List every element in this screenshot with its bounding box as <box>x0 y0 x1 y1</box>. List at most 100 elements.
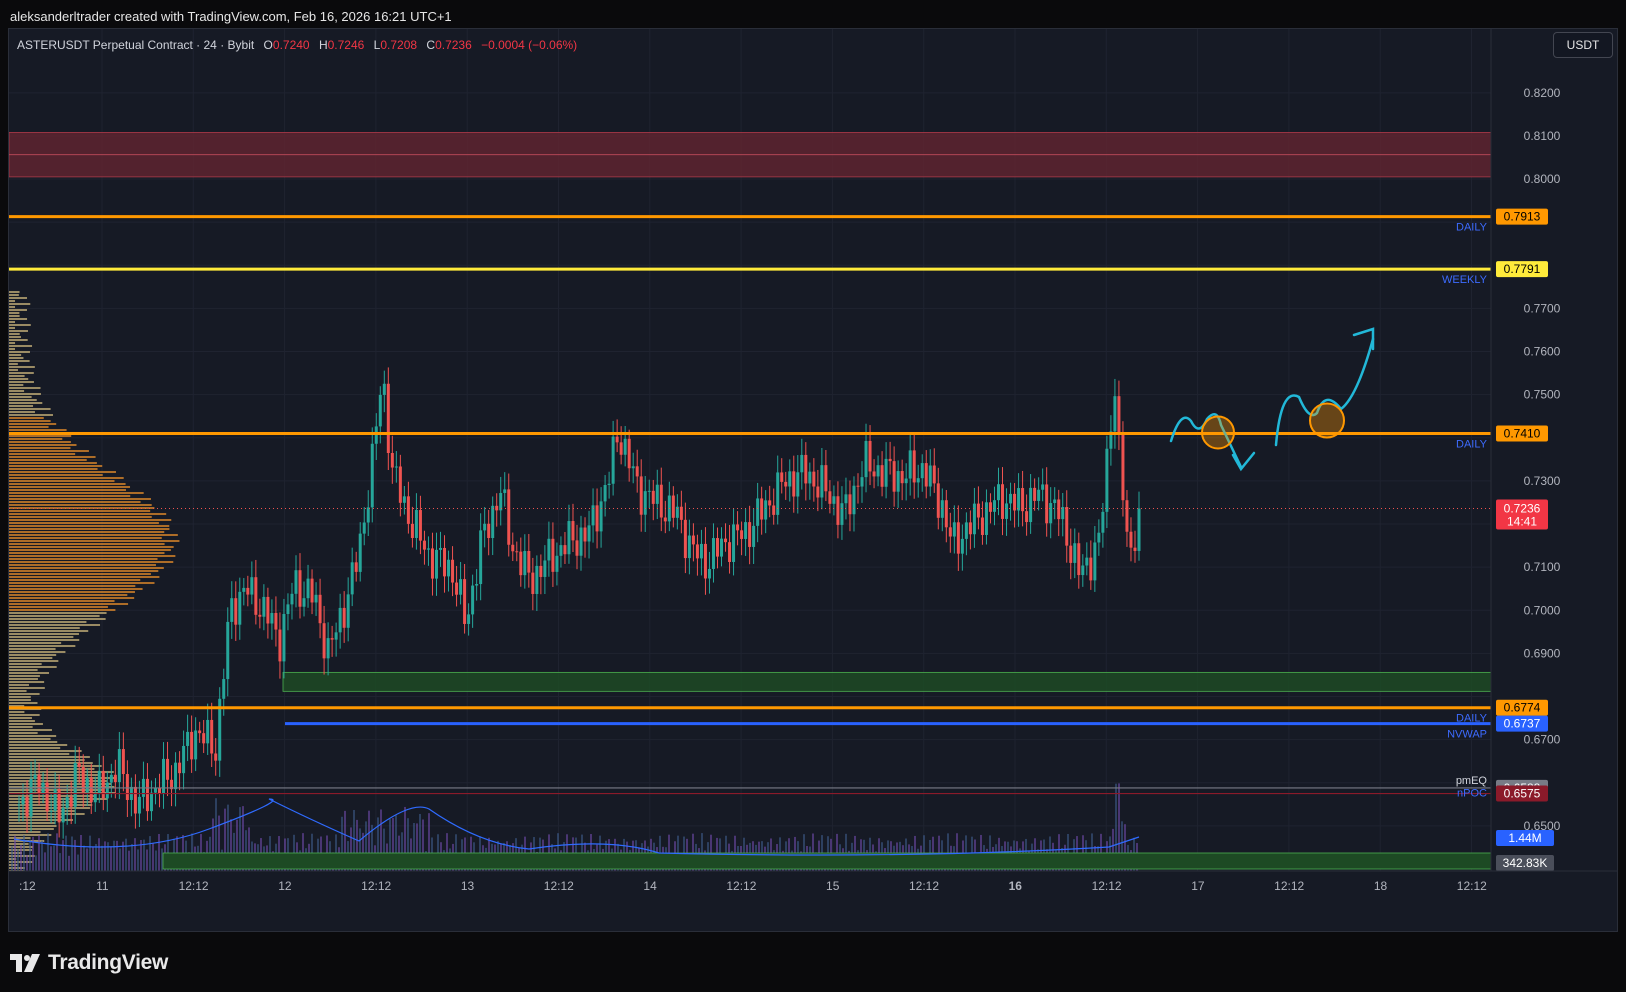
candle-body <box>724 538 728 543</box>
volume-bar <box>233 832 235 871</box>
candle-body <box>1133 547 1137 551</box>
volume-profile-bar <box>9 330 29 332</box>
volume-profile-bar <box>9 819 74 821</box>
candle-body <box>1077 543 1081 576</box>
volume-bar <box>38 835 40 871</box>
candle-body <box>976 503 980 518</box>
volume-profile-bar <box>9 525 170 527</box>
volume-profile-bar <box>9 711 25 713</box>
candle-body <box>816 486 820 498</box>
candle-body <box>651 490 655 504</box>
volume-profile-bar <box>9 438 63 440</box>
candle-body <box>49 810 53 812</box>
volume-profile-bar <box>9 456 96 458</box>
candle-body <box>342 607 346 628</box>
candle-body <box>1093 542 1097 581</box>
time-axis-label: 15 <box>826 879 840 893</box>
volume-bar <box>62 840 64 871</box>
volume-bar <box>1091 833 1093 871</box>
volume-profile-bar <box>9 750 82 752</box>
candle-body <box>695 544 699 559</box>
candle-body <box>643 491 647 515</box>
candle-body <box>655 484 659 504</box>
candle-body <box>182 745 186 774</box>
candle-body <box>663 517 667 522</box>
candle-body <box>748 522 752 547</box>
volume-profile-bar <box>9 477 124 479</box>
chart-frame[interactable]: 0.8200 0.8100 0.8000 0.7700 0.7600 0.7500 0.73… <box>8 28 1618 932</box>
volume-profile-bar <box>9 351 30 353</box>
candle-body <box>137 796 141 814</box>
candle-body <box>125 774 129 800</box>
price-tag-text: 0.6575 <box>1504 787 1541 801</box>
volume-bar <box>17 849 19 871</box>
candle-body <box>768 500 772 506</box>
marker-circle <box>1309 402 1345 439</box>
volume-profile-bar <box>9 651 66 653</box>
candle-body <box>226 621 230 680</box>
volume-profile <box>9 291 180 872</box>
candle-body <box>447 559 451 577</box>
candle-body <box>884 458 888 487</box>
candle-body <box>434 549 438 579</box>
candle-body <box>683 519 687 559</box>
volume-profile-bar <box>9 690 27 692</box>
price-chart[interactable]: 0.8200 0.8100 0.8000 0.7700 0.7600 0.7500 0.73… <box>9 29 1618 932</box>
volume-profile-bar <box>9 504 152 506</box>
candle-body <box>418 510 422 541</box>
candle-body <box>559 545 563 556</box>
candle-body <box>366 507 370 523</box>
volume-profile-bar <box>9 657 53 659</box>
volume-profile-bar <box>9 663 42 665</box>
candle-body <box>756 498 760 526</box>
candle-body <box>214 753 218 761</box>
time-axis-label: 12:12 <box>544 879 574 893</box>
candle-body <box>607 483 611 485</box>
candle-body <box>390 452 394 468</box>
candle-body <box>374 426 378 444</box>
volume-profile-bar <box>9 642 62 644</box>
currency-button[interactable]: USDT <box>1553 32 1613 58</box>
candle-body <box>483 523 487 531</box>
volume-profile-bar <box>9 678 38 680</box>
volume-bar <box>344 810 346 871</box>
candle-body <box>852 485 856 515</box>
volume-profile-bar <box>9 834 52 836</box>
volume-bar <box>89 835 91 871</box>
annotation-path-up <box>1274 337 1375 447</box>
low-value: 0.7208 <box>380 38 418 52</box>
volume-bar <box>218 815 220 871</box>
candle-body <box>996 484 1000 501</box>
candle-body <box>984 502 988 535</box>
candle-body <box>202 733 206 744</box>
volume-profile-bar <box>9 537 162 539</box>
change-value: −0.0004 (−0.06%) <box>481 38 578 52</box>
candle-body <box>527 550 531 573</box>
volume-profile-bar <box>9 747 61 749</box>
tradingview-logo[interactable]: TradingView <box>10 950 168 976</box>
volume-bar <box>590 834 592 871</box>
candle-body <box>916 478 920 483</box>
volume-bar <box>191 833 193 871</box>
candle-body <box>788 471 792 487</box>
candle-body <box>258 614 262 617</box>
candle-body <box>515 551 519 553</box>
candle-body <box>467 614 471 624</box>
volume-profile-bar <box>9 492 144 494</box>
volume-profile-bar <box>9 741 58 743</box>
candle-body <box>563 545 567 555</box>
candle-body <box>707 568 711 579</box>
open-label: O <box>263 38 273 52</box>
volume-profile-bar <box>9 300 15 302</box>
volume-profile-bar <box>9 594 128 596</box>
candle-body <box>503 489 507 493</box>
symbol-legend: ASTERUSDT Perpetual Contract · 24 · Bybi… <box>17 38 577 52</box>
volume-bar <box>68 855 70 871</box>
candle-body <box>1029 487 1033 523</box>
volume-profile-bar <box>9 489 126 491</box>
volume-profile-bar <box>9 390 25 392</box>
candle-body <box>623 438 627 455</box>
candle-body <box>591 505 595 526</box>
candle-body <box>1137 508 1141 551</box>
price-axis-label: 0.7100 <box>1524 560 1561 574</box>
